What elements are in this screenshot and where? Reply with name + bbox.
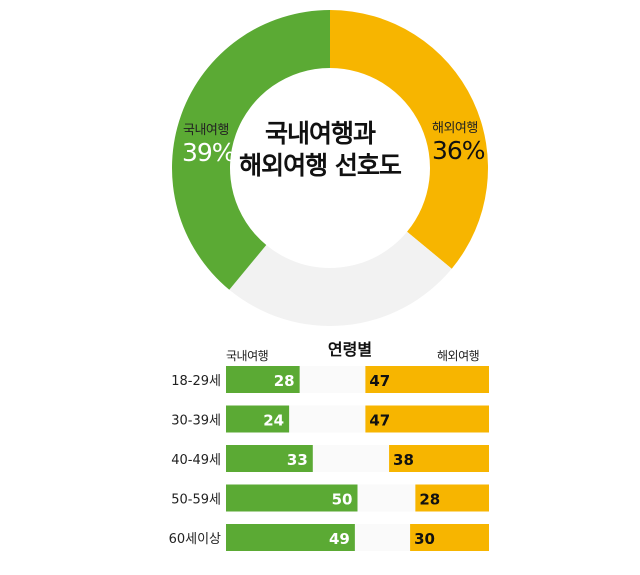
bar-overseas (365, 366, 489, 393)
bar-overseas-value: 38 (393, 451, 414, 469)
bar-overseas (410, 524, 489, 551)
age-category-label: 18-29세 (171, 374, 221, 389)
bar-overseas (365, 405, 489, 433)
bar-domestic (226, 524, 355, 551)
domestic-slice-value: 39% (182, 138, 236, 167)
overseas-slice-label: 해외여행 (432, 121, 478, 136)
bar-domestic (226, 484, 358, 512)
bar-overseas-value: 47 (369, 412, 390, 430)
bar-domestic (226, 366, 300, 393)
bar-domestic-value: 50 (332, 491, 353, 509)
bar-overseas (415, 484, 489, 512)
bar-domestic (226, 445, 313, 472)
donut-title-line2: 해외여행 선호도 (239, 151, 402, 180)
age-section-title: 연령별 (327, 340, 373, 359)
bar-overseas-value: 47 (369, 372, 390, 390)
donut-title-line1: 국내여행과 (264, 119, 376, 148)
overseas-slice-value: 36% (432, 136, 486, 165)
donut-center-title: 국내여행과 해외여행 선호도 (230, 118, 410, 182)
domestic-slice-label: 국내여행 (183, 123, 229, 138)
bar-domestic (226, 405, 290, 433)
age-category-label: 60세이상 (169, 532, 221, 547)
age-category-label: 30-39세 (171, 414, 221, 429)
bar-overseas-value: 28 (419, 491, 440, 509)
bar-domestic-value: 24 (263, 412, 284, 430)
bar-overseas (389, 445, 489, 472)
donut-slice-overseas (330, 10, 488, 269)
overseas-column-head: 해외여행 (437, 349, 480, 363)
bar-overseas-value: 30 (414, 530, 435, 548)
bar-domestic-value: 49 (329, 530, 350, 548)
donut-chart (172, 10, 488, 326)
donut-slice-domestic (172, 10, 330, 290)
domestic-column-head: 국내여행 (226, 349, 269, 363)
bar-domestic-value: 33 (287, 451, 308, 469)
bar-domestic-value: 28 (274, 372, 295, 390)
age-category-label: 50-59세 (171, 493, 221, 508)
age-category-label: 40-49세 (171, 453, 221, 468)
donut-slice-other (229, 231, 452, 326)
